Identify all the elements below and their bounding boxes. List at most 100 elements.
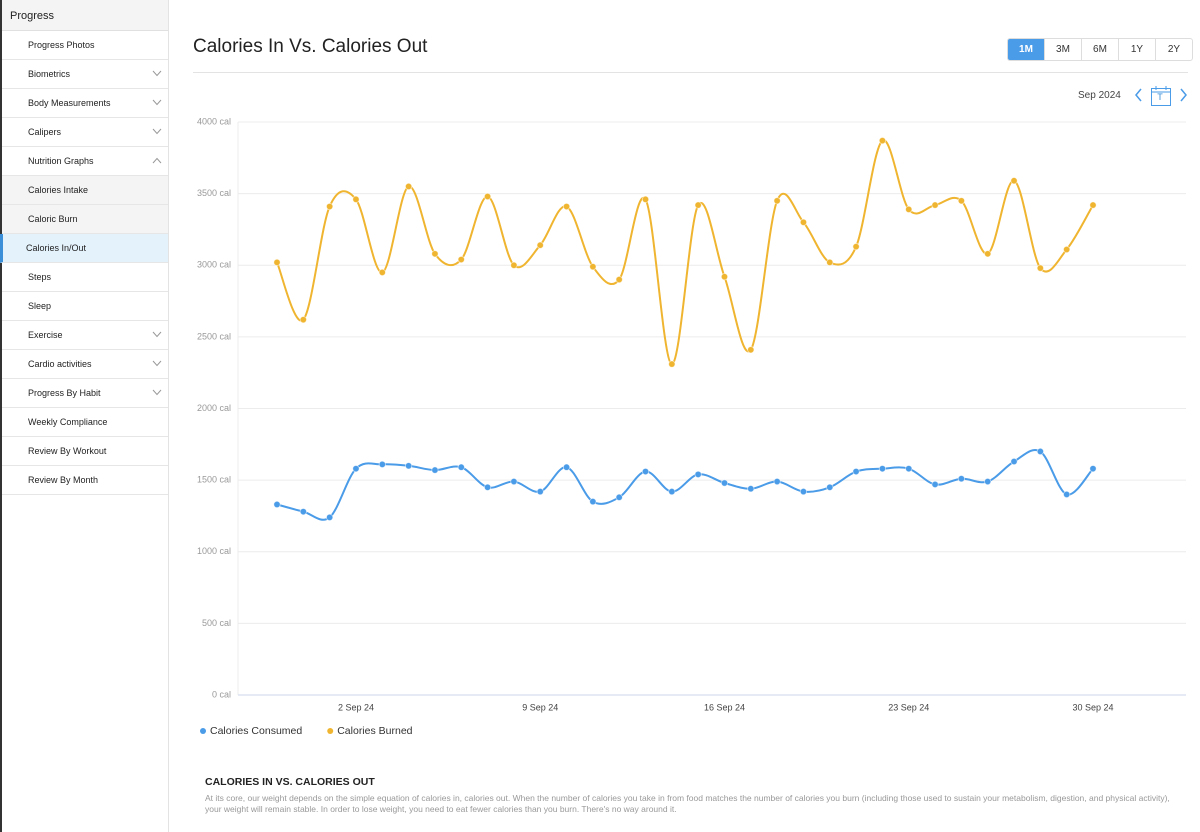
- nav-item[interactable]: Caloric Burn: [2, 205, 168, 234]
- nav-item[interactable]: Body Measurements: [2, 89, 168, 118]
- nav-label: Biometrics: [28, 69, 71, 79]
- calendar-button[interactable]: [1150, 85, 1172, 107]
- data-point: [747, 346, 755, 354]
- data-point: [589, 498, 597, 506]
- nav-item[interactable]: Review By Workout: [2, 437, 168, 466]
- range-button[interactable]: 3M: [1044, 39, 1081, 60]
- data-point: [483, 192, 492, 201]
- data-point: [747, 485, 755, 493]
- legend-marker: [327, 728, 334, 734]
- chevron-icon: [152, 128, 162, 135]
- nav-item[interactable]: Progress By Habit: [2, 379, 168, 408]
- nav-label: Calipers: [28, 127, 62, 137]
- y-tick-label: 2500 cal: [197, 331, 231, 341]
- series-line: [276, 449, 1094, 521]
- data-point: [931, 201, 939, 209]
- nav-label: Exercise: [28, 330, 63, 340]
- description-title: CALORIES IN VS. CALORIES OUT: [205, 776, 375, 788]
- x-tick-label: 23 Sep 24: [888, 702, 929, 712]
- page-title: Calories In Vs. Calories Out: [193, 36, 428, 57]
- data-point: [957, 197, 965, 205]
- data-point: [299, 316, 307, 324]
- nav-item[interactable]: Cardio activities: [2, 350, 168, 379]
- nav-item[interactable]: Calories Intake: [2, 176, 168, 205]
- data-point: [378, 460, 386, 468]
- nav-label: Caloric Burn: [28, 214, 78, 224]
- data-point: [299, 508, 307, 516]
- data-point: [483, 483, 492, 491]
- y-tick-label: 4000 cal: [197, 116, 231, 126]
- data-point: [615, 493, 623, 501]
- x-tick-label: 16 Sep 24: [704, 702, 745, 712]
- nav-label: Weekly Compliance: [28, 417, 108, 427]
- y-tick-label: 3500 cal: [197, 188, 231, 198]
- nav-label: Progress Photos: [28, 40, 95, 50]
- nav-label: Nutrition Graphs: [28, 156, 94, 166]
- nav-label: Cardio activities: [28, 359, 92, 369]
- nav-item[interactable]: Biometrics: [2, 60, 168, 89]
- chevron: [152, 99, 162, 106]
- nav-item[interactable]: Nutrition Graphs: [2, 147, 168, 176]
- range-button[interactable]: 1Y: [1118, 39, 1155, 60]
- data-point: [1089, 465, 1097, 473]
- data-point: [326, 202, 334, 211]
- data-point: [1063, 490, 1071, 499]
- nav-label: Progress By Habit: [28, 388, 101, 398]
- data-point: [326, 513, 334, 521]
- data-point: [852, 467, 860, 476]
- nav-item[interactable]: Calories In/Out: [0, 234, 168, 263]
- nav-label: Review By Workout: [28, 446, 107, 456]
- data-point: [773, 197, 781, 205]
- y-tick-label: 1500 cal: [197, 475, 231, 485]
- divider: [193, 72, 1188, 73]
- nav-item[interactable]: Exercise: [2, 321, 168, 350]
- nav-label: Body Measurements: [28, 98, 111, 108]
- data-point: [1010, 177, 1018, 185]
- prev-button[interactable]: [1133, 85, 1145, 105]
- data-point: [378, 268, 386, 277]
- y-tick-label: 0 cal: [212, 689, 231, 699]
- nav-list: Progress Photos Biometrics Body Measuremen…: [0, 31, 168, 495]
- data-point: [405, 462, 413, 470]
- nav-item[interactable]: Weekly Compliance: [2, 408, 168, 437]
- sidebar-title: Progress: [2, 0, 168, 31]
- nav-item[interactable]: Sleep: [2, 292, 168, 321]
- y-tick-label: 2000 cal: [197, 403, 231, 413]
- nav-item[interactable]: Progress Photos: [2, 31, 168, 60]
- y-tick-label: 1000 cal: [197, 546, 231, 556]
- nav-label: Calories Intake: [28, 185, 89, 195]
- chevron: [152, 157, 162, 164]
- data-point: [905, 205, 913, 213]
- data-point: [1010, 457, 1018, 466]
- nav-label: Sleep: [28, 301, 52, 311]
- nav-item[interactable]: Review By Month: [2, 466, 168, 495]
- data-point: [352, 195, 360, 203]
- data-point: [984, 250, 992, 258]
- data-point: [720, 479, 729, 487]
- legend-label: Calories Burned: [337, 725, 412, 737]
- range-button[interactable]: 1M: [1008, 39, 1044, 60]
- x-tick-label: 2 Sep 24: [338, 702, 374, 712]
- chevron-icon: [152, 70, 162, 77]
- y-tick-label: 500 cal: [202, 618, 231, 628]
- nav-item[interactable]: Steps: [2, 263, 168, 292]
- data-point: [773, 477, 781, 486]
- range-button[interactable]: 6M: [1081, 39, 1118, 60]
- period-label: Sep 2024: [1078, 90, 1121, 101]
- data-point: [273, 258, 281, 266]
- chevron: [152, 360, 162, 367]
- data-point: [1036, 447, 1044, 456]
- data-point: [799, 487, 808, 496]
- data-point: [931, 480, 939, 489]
- data-point: [615, 275, 623, 284]
- data-point: [1036, 264, 1044, 272]
- next-button[interactable]: [1177, 85, 1189, 105]
- chevron: [152, 128, 162, 135]
- chart: 0 cal 500 cal 1000 cal 1500 cal 2000 cal 2500…: [197, 116, 1186, 737]
- nav-item[interactable]: Calipers: [2, 118, 168, 147]
- chevron-icon: [152, 389, 162, 396]
- data-point: [1063, 245, 1071, 254]
- data-point: [510, 261, 518, 269]
- range-button[interactable]: 2Y: [1155, 39, 1192, 60]
